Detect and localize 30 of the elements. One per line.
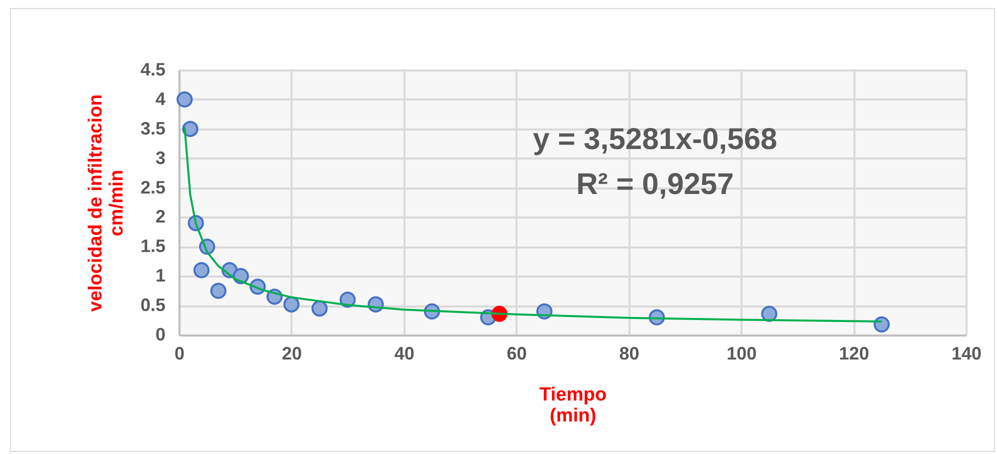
x-tick-label: 100	[726, 344, 757, 364]
point	[311, 300, 328, 317]
y-axis-title: velocidad de infiltracion cm/min	[85, 94, 128, 312]
x-tick-label: 0	[174, 344, 185, 364]
y-tick-label: 3	[155, 148, 166, 168]
y-tick-label: 0.5	[140, 295, 166, 316]
y-tick-label: 1	[155, 266, 166, 286]
annotation: y = 3,5281x-0,568	[532, 123, 778, 156]
x-axis-title: Tiempo (min)	[539, 384, 607, 426]
x-tick-label: 20	[282, 344, 302, 364]
point	[182, 120, 198, 137]
y-tick-label: 1.5	[140, 236, 166, 256]
point	[874, 316, 890, 332]
y-tick-label: 4	[155, 88, 166, 109]
y-tick-label: 2.5	[140, 177, 166, 198]
point	[283, 296, 300, 312]
x-tick-label: 40	[394, 344, 414, 364]
point	[210, 282, 226, 299]
annotation: R² = 0,9257	[576, 168, 734, 201]
y-tick-label: 4.5	[140, 60, 166, 80]
x-tick-label: 60	[506, 344, 527, 364]
y-tick-label: 0	[155, 324, 166, 344]
x-tick-label: 120	[839, 344, 870, 364]
point	[176, 91, 193, 108]
point	[193, 262, 210, 278]
point	[761, 306, 778, 322]
y-tick-label: 3.5	[140, 118, 166, 138]
y-tick-label: 2	[155, 206, 166, 227]
x-tick-label: 140	[951, 344, 982, 364]
x-tick-label: 80	[619, 344, 640, 364]
